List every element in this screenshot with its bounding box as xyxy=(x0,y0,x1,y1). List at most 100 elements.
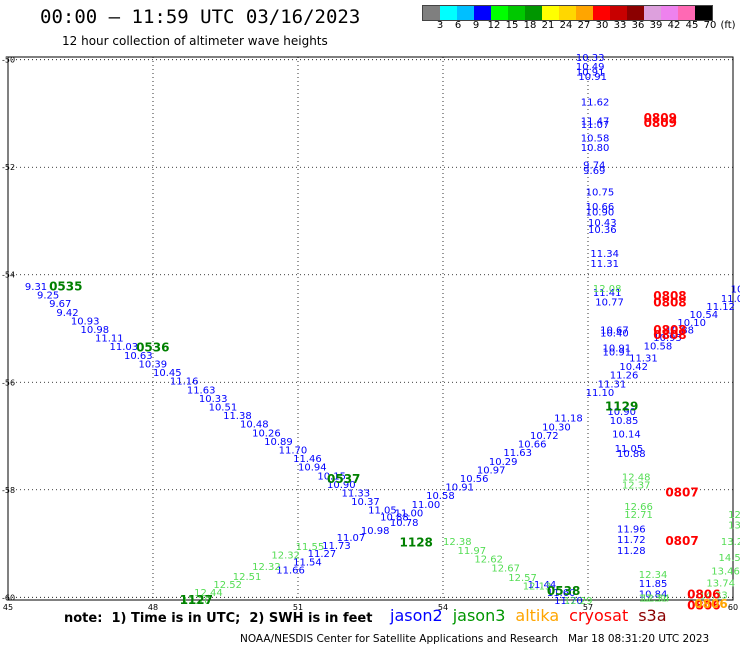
jason2-label: 10.90 xyxy=(327,480,356,491)
jason2-label: 11.31 xyxy=(598,379,627,390)
jason2-label: 11.66 xyxy=(276,565,305,576)
legend-tick-label: 9 xyxy=(472,20,480,31)
legend-swatch xyxy=(695,6,712,20)
jason2-label: 11.54 xyxy=(293,557,322,568)
jason3-label: 12.32 xyxy=(252,562,281,573)
legend-tick-label: 15 xyxy=(505,20,519,31)
plot-frame xyxy=(7,56,734,601)
satellite-legend-cryosat: cryosat xyxy=(569,606,629,625)
jason2-label: 10.85 xyxy=(610,416,639,427)
jason2-label: 11.26 xyxy=(610,371,639,382)
jason2-label: 10.26 xyxy=(252,428,281,439)
jason2-label: 11.63 xyxy=(187,385,216,396)
legend-tick-label: 45 xyxy=(685,20,699,31)
jason2-label: 11.18 xyxy=(554,414,583,425)
jason3-label: 13.2 xyxy=(721,537,740,548)
cryosat-label: 0806 xyxy=(687,598,720,610)
jason2-label: 10.88 xyxy=(665,326,694,337)
legend-tick-label: 42 xyxy=(667,20,681,31)
y-tick-label: -54 xyxy=(2,271,15,280)
x-tick-label: 57 xyxy=(583,603,593,610)
legend-swatch xyxy=(491,6,508,20)
jason2-label: 10.75 xyxy=(586,187,615,198)
jason2-label: 11.62 xyxy=(581,98,610,109)
jason3-label: 12.48 xyxy=(622,472,651,483)
jason2-label: 11.27 xyxy=(308,549,337,560)
jason2-label: 11.38 xyxy=(223,411,252,422)
axis-labels: 45 48 51 54 57 60 -50 -52 -54 -56 -58 -60 xyxy=(2,56,738,610)
cryosat-label: 0808 xyxy=(653,323,686,337)
jason2-label: 11.44 xyxy=(528,580,557,591)
jason2-label: 10.78 xyxy=(390,518,419,529)
legend-swatch xyxy=(661,6,678,20)
jason2-label: 11.07 xyxy=(721,294,740,305)
satellite-legend: jason2 jason3 altika cryosat s3a xyxy=(390,606,677,625)
legend-swatch xyxy=(627,6,644,20)
chart-subtitle: 12 hour collection of altimeter wave hei… xyxy=(62,34,328,48)
jason2-label: 10.43 xyxy=(588,218,617,229)
jason3-label: 11.97 xyxy=(458,546,487,557)
jason2-label: 10.91 xyxy=(603,343,632,354)
chart-title: 00:00 – 11:59 UTC 03/16/2023 xyxy=(40,6,361,28)
jason2-label: 9.74 xyxy=(583,161,605,172)
jason3-label: 12.70 xyxy=(182,596,211,607)
jason3-label: 12.37 xyxy=(622,480,651,491)
jason2-label: 10.29 xyxy=(489,457,518,468)
jason2-label: 10.98 xyxy=(81,325,110,336)
jason3-label: 12.62 xyxy=(474,555,503,566)
legend-tick-label: 3 xyxy=(436,20,444,31)
x-tick-label: 51 xyxy=(293,603,303,610)
jason2-label: 11.05 xyxy=(368,506,397,517)
jason2-label: 11.85 xyxy=(639,579,668,590)
jason2-label: 10.40 xyxy=(600,328,629,339)
cryosat-label: 0808 xyxy=(653,289,686,303)
x-tick-label: 48 xyxy=(148,603,158,610)
legend-tick-label: 36 xyxy=(631,20,645,31)
jason2-label: 10.36 xyxy=(588,225,617,236)
jason2-label: 10.10 xyxy=(677,318,706,329)
jason3-pass-label: 1127 xyxy=(180,593,213,607)
legend-swatch xyxy=(542,6,559,20)
jason3-pass-label: 0536 xyxy=(136,340,169,354)
jason2-label: 10.94 xyxy=(298,463,327,474)
color-scale-ticks: 3 6 9 12 15 18 21 24 27 30 33 36 39 42 45 70 (ft) xyxy=(422,20,740,34)
jason2-label: 10.97 xyxy=(477,465,506,476)
jason2-label: 11.11 xyxy=(95,334,124,345)
jason2-label: 10.45 xyxy=(153,368,182,379)
jason2-label: 10.88 xyxy=(380,513,409,524)
color-scale-legend xyxy=(422,5,713,21)
cryosat-label: 0809 xyxy=(644,111,677,125)
y-tick-label: -58 xyxy=(2,486,15,495)
x-tick-label: 54 xyxy=(438,603,448,610)
jason3-pass-label: 0538 xyxy=(547,584,580,598)
jason2-label: 10.56 xyxy=(460,474,489,485)
jason2-label: 9.67 xyxy=(49,299,71,310)
jason2-label: 11.73 xyxy=(322,541,351,552)
jason2-label: 10.91 xyxy=(603,348,632,359)
legend-tick-label: 70 xyxy=(703,20,717,31)
jason3-label: 12.57 xyxy=(508,573,537,584)
legend-swatch xyxy=(525,6,542,20)
legend-swatch xyxy=(576,6,593,20)
jason2-label: 9.69 xyxy=(583,166,605,177)
jason2-label: 10.84 xyxy=(639,590,668,601)
legend-swatch xyxy=(457,6,474,20)
legend-swatch xyxy=(559,6,576,20)
jason3-label: 13.74 xyxy=(706,578,735,589)
legend-swatch xyxy=(508,6,525,20)
jason2-label: 11.31 xyxy=(629,354,658,365)
jason3-pass-label: 1129 xyxy=(605,399,638,413)
jason2-label: 10.42 xyxy=(619,362,648,373)
jason3-pass-label: 1128 xyxy=(400,535,433,549)
jason2-label: 11.16 xyxy=(170,377,199,388)
legend-tick-label: 24 xyxy=(559,20,573,31)
jason2-label: 11.10 xyxy=(586,388,615,399)
jason3-label: 13 xyxy=(728,521,740,532)
legend-swatch xyxy=(423,6,440,20)
footer-note: note: 1) Time is in UTC; 2) SWH is in fe… xyxy=(64,611,373,626)
jason3-label: 11.55 xyxy=(296,542,325,553)
jason3-label: 12.13 xyxy=(523,581,552,592)
legend-tick-label: (ft) xyxy=(720,20,736,31)
jason3-label: 14.58 xyxy=(719,553,740,564)
cryosat-label: 0807 xyxy=(665,485,698,499)
